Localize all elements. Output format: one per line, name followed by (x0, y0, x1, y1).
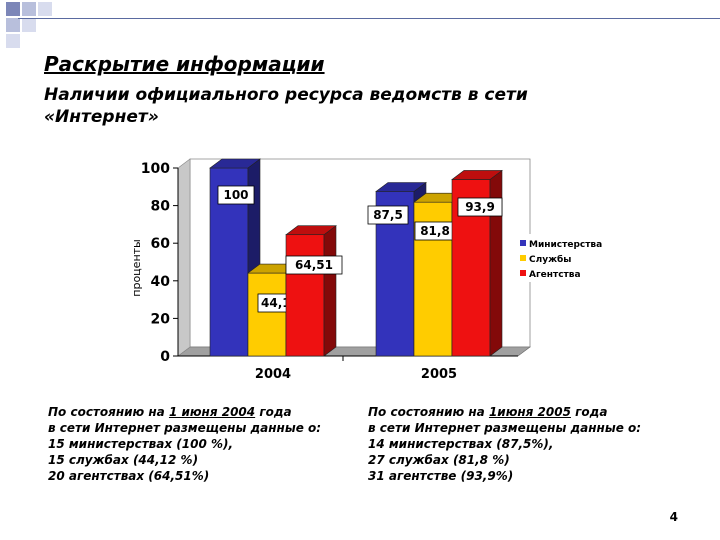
top-rule (18, 18, 720, 19)
legend-box (516, 234, 616, 282)
bar-top-2004-2 (285, 225, 337, 236)
data-label: 81,8 (420, 224, 450, 238)
notes-2005-line3: 14 министерствах (87,5%), (368, 437, 554, 451)
y-tick-label: 60 (151, 236, 171, 252)
x-tick-label: 2005 (421, 367, 457, 382)
page-number: 4 (669, 510, 678, 524)
chart-svg: 020406080100проценты10044,1264,51200487,… (130, 158, 616, 382)
bar-top-2005-0 (375, 182, 427, 192)
data-label-box (457, 197, 503, 217)
legend-label: Службы (529, 254, 571, 265)
data-label: 100 (223, 188, 248, 202)
y-tick-label: 0 (160, 349, 170, 365)
bar-top-2005-2 (451, 170, 503, 180)
data-label-box (367, 205, 409, 225)
legend-label: Министерства (529, 240, 602, 250)
slide-subtitle: Наличии официального ресурса ведомств в … (44, 84, 664, 128)
y-tick-label: 80 (151, 199, 171, 215)
legend-swatch (520, 240, 526, 246)
data-label-box (285, 255, 343, 275)
notes-2004: По состоянию на 1 июня 2004 года в сети … (48, 404, 321, 484)
slide-title: Раскрытие информации (44, 52, 325, 76)
subtitle-line-1: Наличии официального ресурса ведомств в … (44, 85, 528, 105)
data-label: 64,51 (295, 258, 333, 272)
y-tick-label: 100 (141, 161, 170, 177)
notes-2005: По состоянию на 1июня 2005 года в сети И… (368, 404, 641, 484)
notes-2005-line2: в сети Интернет размещены данные о: (368, 421, 642, 435)
notes-2005-date: 1июня 2005 (488, 405, 571, 419)
legend-swatch (520, 270, 526, 276)
data-label: 93,9 (465, 200, 495, 214)
y-tick-label: 20 (151, 311, 171, 327)
notes-2005-line4: 27 службах (81,8 %) (368, 453, 510, 467)
data-label-box (217, 185, 255, 205)
bar-2004-1 (247, 272, 287, 357)
x-tick-label: 2004 (255, 367, 291, 382)
bar-side-2004-2 (323, 225, 337, 357)
legend-swatch (520, 255, 526, 261)
subtitle-line-2: «Интернет» (44, 107, 159, 127)
notes-2004-line4: 15 службах (44,12 %) (48, 453, 199, 467)
notes-2004-line2: в сети Интернет размещены данные о: (48, 421, 322, 435)
data-label: 87,5 (373, 208, 403, 222)
notes-2004-line5: 20 агентствах (64,51%) (48, 469, 210, 483)
notes-2005-line1: По состоянию на 1июня 2005 года (368, 405, 608, 419)
bar-chart: 0 20 40 60 80 100 проценты 100 44,12 64,51 2004 87,… (128, 158, 618, 390)
notes-2004-line3: 15 министерствах (100 %), (48, 437, 234, 451)
y-axis-label: проценты (130, 239, 143, 296)
y-tick-label: 40 (151, 274, 171, 290)
notes-2005-line5: 31 агентстве (93,9%) (368, 469, 514, 483)
bar-top-2004-0 (209, 158, 261, 169)
bar-2004-2 (285, 234, 325, 357)
notes-2004-line1: По состоянию на 1 июня 2004 года (48, 405, 292, 419)
chart-side-wall (177, 158, 191, 357)
notes-2004-date: 1 июня 2004 (168, 405, 256, 419)
corner-decoration (6, 2, 52, 48)
legend-label: Агентства (529, 270, 581, 280)
